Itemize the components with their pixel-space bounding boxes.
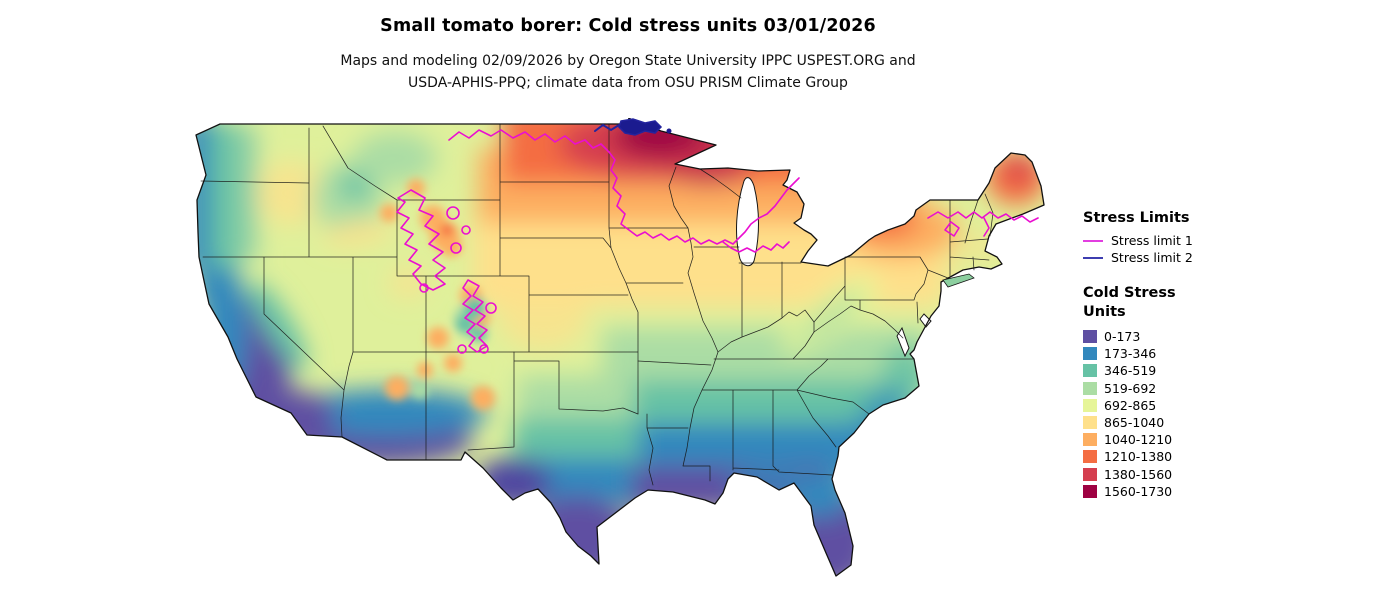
legend-bin-row: 0-173 bbox=[1083, 328, 1283, 345]
legend-bin-label: 1560-1730 bbox=[1104, 483, 1173, 499]
legend-bin-row: 865-1040 bbox=[1083, 414, 1283, 431]
subtitle-line-1: Maps and modeling 02/09/2026 by Oregon S… bbox=[340, 53, 916, 69]
subtitle-line-2: USDA-APHIS-PPQ; climate data from OSU PR… bbox=[408, 75, 848, 91]
stress-limits-legend-items: Stress limit 1 Stress limit 2 bbox=[1083, 232, 1283, 266]
state-borders bbox=[200, 123, 994, 486]
legend-color-swatch bbox=[1083, 330, 1097, 344]
legend-bin-label: 1210-1380 bbox=[1104, 449, 1173, 465]
climate-raster bbox=[196, 118, 1044, 576]
legend-bin-label: 519-692 bbox=[1104, 380, 1157, 396]
legend-item-label: Stress limit 1 bbox=[1111, 233, 1193, 248]
long-island bbox=[942, 273, 975, 288]
cold-stress-title-line-1: Cold Stress bbox=[1083, 285, 1176, 301]
legend-line-swatch bbox=[1083, 256, 1103, 259]
delaware-bay bbox=[919, 313, 932, 328]
legend-bin-label: 865-1040 bbox=[1104, 415, 1165, 431]
legend-bin-row: 692-865 bbox=[1083, 397, 1283, 414]
legend-item: Stress limit 2 bbox=[1083, 249, 1283, 266]
legend-bin-row: 1380-1560 bbox=[1083, 466, 1283, 483]
mountain-patches bbox=[380, 179, 495, 410]
map-subtitle: Maps and modeling 02/09/2026 by Oregon S… bbox=[0, 50, 1256, 94]
legend-bin-label: 692-865 bbox=[1104, 397, 1157, 413]
stress-limit-2-contours bbox=[594, 118, 672, 136]
legend-color-swatch bbox=[1083, 433, 1097, 447]
legend-item-label: Stress limit 2 bbox=[1111, 250, 1193, 265]
legend-bin-row: 346-519 bbox=[1083, 362, 1283, 379]
map-header: Small tomato borer: Cold stress units 03… bbox=[0, 16, 1256, 94]
us-map bbox=[195, 118, 1045, 577]
legend-bin-row: 1560-1730 bbox=[1083, 483, 1283, 500]
legend-color-swatch bbox=[1083, 347, 1097, 361]
legend-bin-row: 1210-1380 bbox=[1083, 448, 1283, 465]
legend-color-swatch bbox=[1083, 416, 1097, 430]
legend-bin-label: 173-346 bbox=[1104, 346, 1157, 362]
legend-bin-row: 519-692 bbox=[1083, 380, 1283, 397]
legend-bin-label: 1380-1560 bbox=[1104, 466, 1173, 482]
cold-stress-title-line-2: Units bbox=[1083, 304, 1126, 320]
cold-stress-legend-bins: 0-173 173-346 346-519 519-692 692-865 865-104… bbox=[1083, 328, 1283, 500]
legend-color-swatch bbox=[1083, 364, 1097, 378]
legend-bin-row: 1040-1210 bbox=[1083, 431, 1283, 448]
cold-stress-legend-title: Cold Stress Units bbox=[1083, 284, 1283, 322]
legend-bin-label: 346-519 bbox=[1104, 363, 1157, 379]
legend-bin-label: 1040-1210 bbox=[1104, 432, 1173, 448]
stress-limits-legend-title: Stress Limits bbox=[1083, 210, 1190, 226]
page-title: Small tomato borer: Cold stress units 03… bbox=[380, 16, 876, 36]
legend-panel: Stress Limits Stress limit 1 Stress limit… bbox=[1083, 210, 1283, 500]
legend-color-swatch bbox=[1083, 467, 1097, 481]
legend-bin-row: 173-346 bbox=[1083, 345, 1283, 362]
legend-color-swatch bbox=[1083, 484, 1097, 498]
legend-color-swatch bbox=[1083, 381, 1097, 395]
legend-color-swatch bbox=[1083, 398, 1097, 412]
lake-michigan bbox=[736, 177, 759, 267]
stress-limit-1-contours bbox=[396, 129, 1039, 354]
legend-line-swatch bbox=[1083, 239, 1103, 242]
legend-bin-label: 0-173 bbox=[1104, 329, 1141, 345]
legend-item: Stress limit 1 bbox=[1083, 232, 1283, 249]
legend-color-swatch bbox=[1083, 450, 1097, 464]
